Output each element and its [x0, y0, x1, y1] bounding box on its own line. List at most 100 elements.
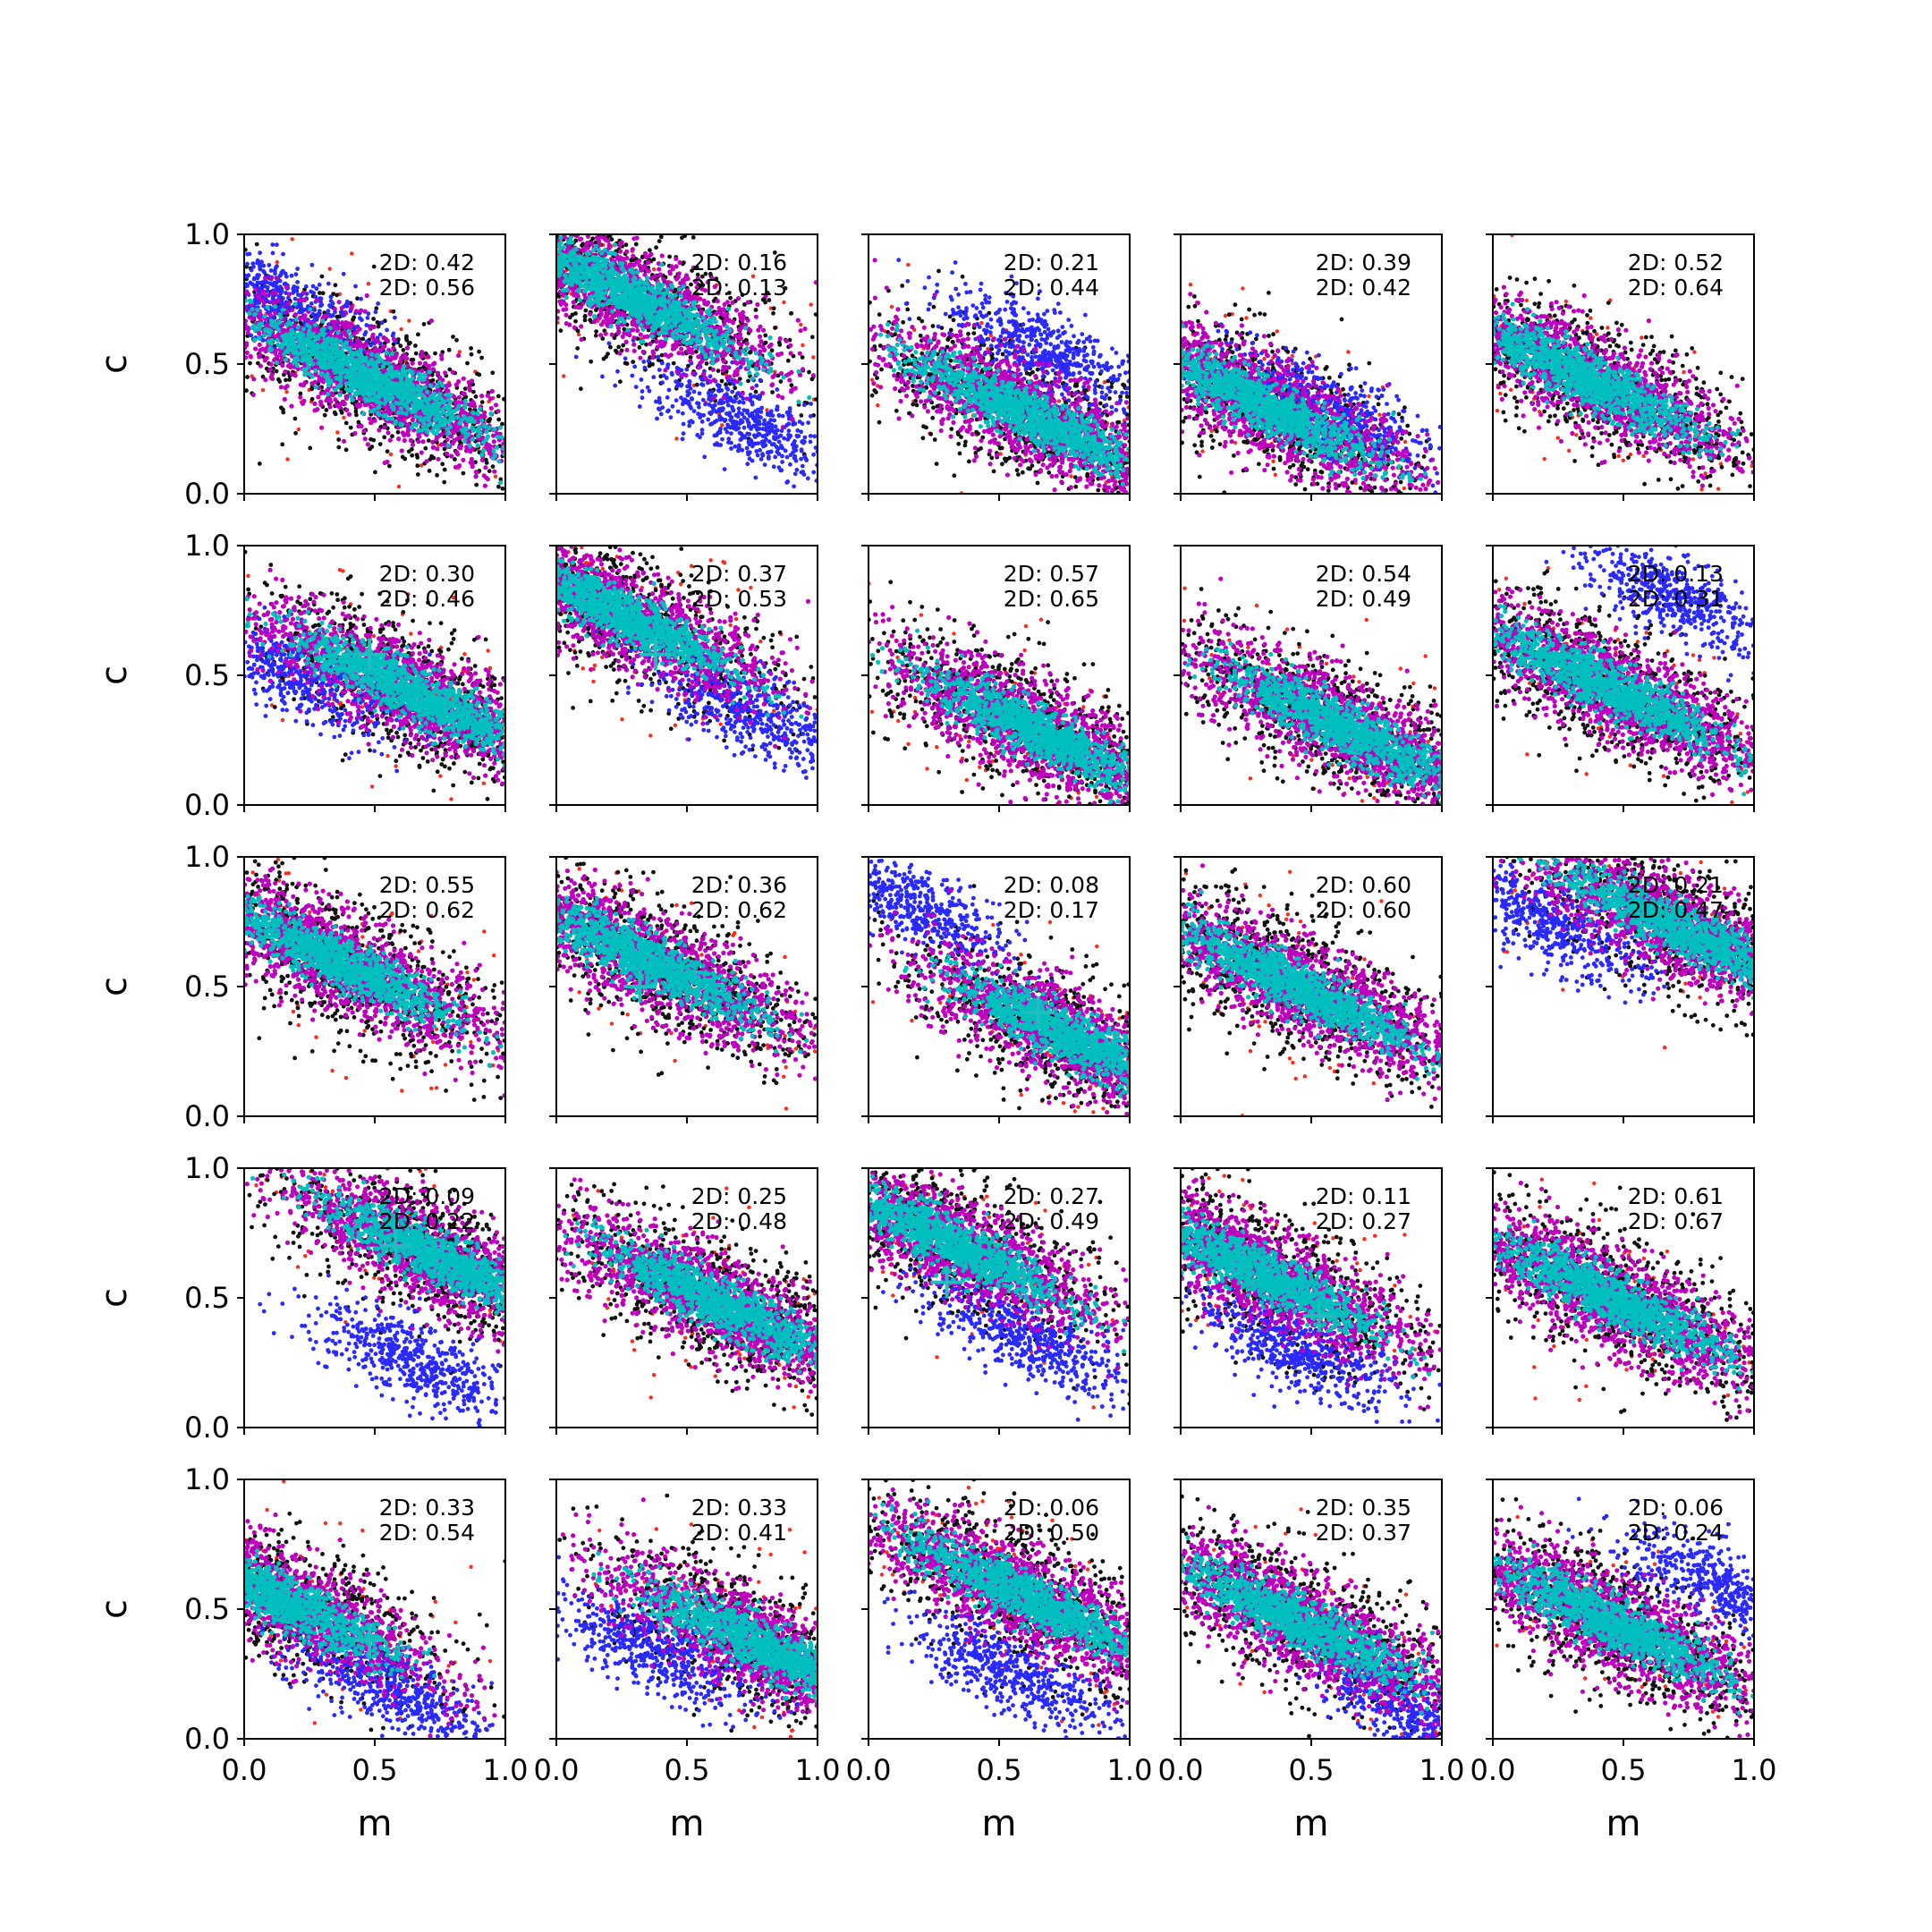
- y-tick-label: 0.0: [184, 477, 230, 511]
- x-axis-label: m: [1294, 1803, 1329, 1844]
- annotation-2: 2D: 0.24: [1628, 1520, 1724, 1546]
- annotation-2: 2D: 0.48: [691, 1208, 787, 1234]
- annotation-2: 2D: 0.31: [1628, 586, 1724, 612]
- annotation-1: 2D: 0.61: [1628, 1183, 1724, 1209]
- y-axis-label: c: [94, 1599, 135, 1619]
- annotation-2: 2D: 0.27: [1316, 1208, 1411, 1234]
- annotation-1: 2D: 0.54: [1316, 561, 1411, 587]
- annotation-1: 2D: 0.60: [1316, 872, 1411, 898]
- scatter-points: [867, 580, 1132, 806]
- x-tick-label: 1.0: [1419, 1753, 1465, 1787]
- y-tick-label: 0.5: [184, 1592, 230, 1626]
- y-tick-label: 0.5: [184, 970, 230, 1004]
- x-tick-label: 1.0: [1732, 1753, 1777, 1787]
- x-tick-label: 0.5: [352, 1753, 398, 1787]
- annotation-1: 2D: 0.33: [379, 1495, 475, 1521]
- y-tick-label: 1.0: [184, 840, 230, 874]
- x-tick-label: 0.0: [1158, 1753, 1204, 1787]
- y-tick-label: 1.0: [184, 217, 230, 251]
- y-tick-label: 0.5: [184, 347, 230, 381]
- annotation-2: 2D: 0.53: [691, 586, 787, 612]
- annotation-1: 2D: 0.52: [1628, 250, 1724, 275]
- annotation-1: 2D: 0.35: [1316, 1495, 1411, 1521]
- annotation-1: 2D: 0.06: [1004, 1495, 1099, 1521]
- x-tick-label: 0.0: [1470, 1753, 1516, 1787]
- annotation-1: 2D: 0.37: [691, 561, 787, 587]
- x-tick-label: 1.0: [483, 1753, 529, 1787]
- annotation-1: 2D: 0.27: [1004, 1183, 1099, 1209]
- annotation-1: 2D: 0.09: [379, 1183, 475, 1209]
- x-tick-label: 0.5: [1289, 1753, 1335, 1787]
- annotation-1: 2D: 0.55: [379, 872, 475, 898]
- annotation-1: 2D: 0.08: [1004, 872, 1099, 898]
- x-tick-label: 1.0: [1107, 1753, 1153, 1787]
- annotation-2: 2D: 0.50: [1004, 1520, 1099, 1546]
- annotation-2: 2D: 0.65: [1004, 586, 1099, 612]
- annotation-2: 2D: 0.17: [1004, 897, 1099, 923]
- x-axis-label: m: [1606, 1803, 1641, 1844]
- y-axis-label: c: [94, 665, 135, 685]
- annotation-2: 2D: 0.56: [379, 275, 475, 301]
- annotation-2: 2D: 0.13: [691, 275, 787, 301]
- x-tick-label: 1.0: [795, 1753, 841, 1787]
- annotation-2: 2D: 0.22: [379, 1208, 475, 1234]
- x-axis-label: m: [358, 1803, 393, 1844]
- annotation-2: 2D: 0.42: [1316, 275, 1411, 301]
- annotation-1: 2D: 0.39: [1316, 250, 1411, 275]
- annotation-1: 2D: 0.06: [1628, 1495, 1724, 1521]
- y-tick-label: 0.5: [184, 658, 230, 692]
- annotation-2: 2D: 0.41: [691, 1520, 787, 1546]
- annotation-1: 2D: 0.13: [1628, 561, 1724, 587]
- annotation-2: 2D: 0.46: [379, 586, 475, 612]
- annotation-2: 2D: 0.49: [1004, 1208, 1099, 1234]
- annotation-1: 2D: 0.11: [1316, 1183, 1411, 1209]
- y-tick-label: 0.0: [184, 1099, 230, 1133]
- annotation-1: 2D: 0.36: [691, 872, 787, 898]
- y-tick-label: 1.0: [184, 529, 230, 563]
- y-tick-label: 1.0: [184, 1151, 230, 1185]
- x-tick-label: 0.5: [1601, 1753, 1647, 1787]
- annotation-2: 2D: 0.49: [1316, 586, 1411, 612]
- x-axis-label: m: [670, 1803, 705, 1844]
- annotation-1: 2D: 0.33: [691, 1495, 787, 1521]
- annotation-1: 2D: 0.57: [1004, 561, 1099, 587]
- annotation-2: 2D: 0.62: [379, 897, 475, 923]
- annotation-1: 2D: 0.21: [1628, 872, 1724, 898]
- x-tick-label: 0.5: [665, 1753, 710, 1787]
- x-tick-label: 0.5: [977, 1753, 1022, 1787]
- y-tick-label: 0.0: [184, 1722, 230, 1756]
- x-axis-label: m: [982, 1803, 1017, 1844]
- annotation-2: 2D: 0.64: [1628, 275, 1724, 301]
- scatter-points: [1178, 283, 1442, 496]
- annotation-2: 2D: 0.44: [1004, 275, 1099, 301]
- x-tick-label: 0.0: [222, 1753, 267, 1787]
- annotation-2: 2D: 0.60: [1316, 897, 1411, 923]
- annotation-1: 2D: 0.16: [691, 250, 787, 275]
- annotation-2: 2D: 0.67: [1628, 1208, 1724, 1234]
- annotation-2: 2D: 0.37: [1316, 1520, 1411, 1546]
- annotation-1: 2D: 0.42: [379, 250, 475, 275]
- annotation-2: 2D: 0.47: [1628, 897, 1724, 923]
- y-axis-label: c: [94, 977, 135, 996]
- annotation-1: 2D: 0.30: [379, 561, 475, 587]
- y-tick-label: 1.0: [184, 1462, 230, 1496]
